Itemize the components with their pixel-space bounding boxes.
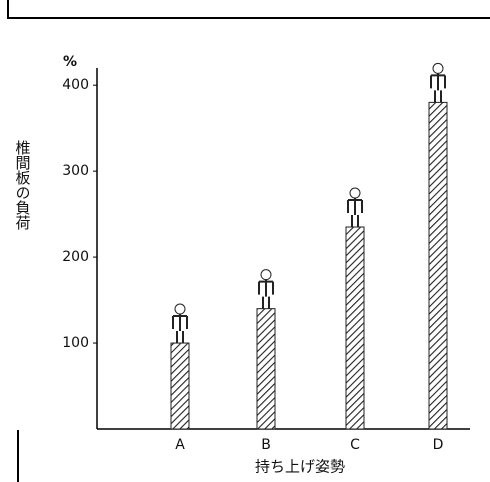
frame [8,0,490,18]
x-tick-label: C [350,437,360,453]
y-unit: % [63,54,77,70]
x-tick-label: B [261,437,271,453]
posture-figure [348,198,362,227]
y-axis-label: 椎間板の負荷 [14,140,32,231]
posture-figure [175,304,185,314]
page: {"chart_data": {"type": "bar", "y_unit":… [0,0,490,482]
y-tick-label: 400 [62,77,89,93]
y-tick-label: 200 [62,249,89,265]
posture-figure [259,280,273,309]
bar [171,343,189,429]
y-tick-label: 100 [62,335,89,351]
y-tick-label: 300 [62,163,89,179]
x-axis-label: 持ち上げ姿勢 [255,458,345,476]
posture-figure [261,270,271,280]
posture-figure [173,314,187,343]
bar [429,102,447,429]
bar [346,227,364,429]
x-tick-label: D [433,437,444,453]
chart: % 椎間板の負荷 持ち上げ姿勢 100 200 300 400 A B C D [0,0,490,482]
posture-figure [350,188,360,198]
bar [257,309,275,429]
posture-figure [433,63,443,73]
posture-figure [431,73,445,102]
x-tick-label: A [175,437,185,453]
